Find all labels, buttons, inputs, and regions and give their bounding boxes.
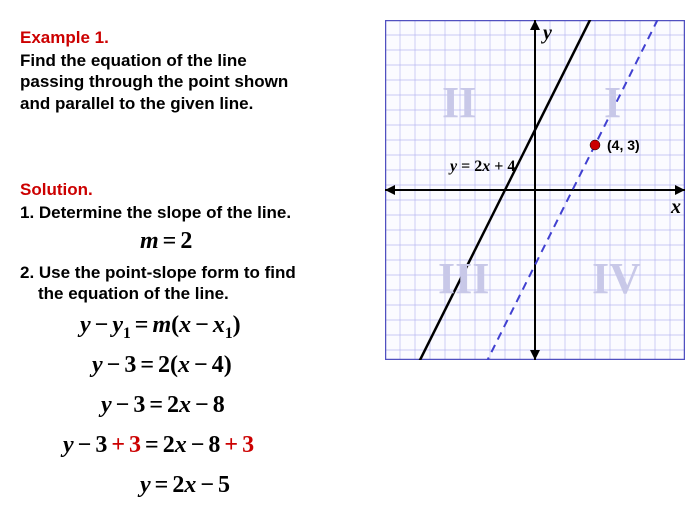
equation-3: y−3=2x−8: [101, 392, 225, 419]
problem-line-3: and parallel to the given line.: [20, 93, 288, 114]
quadrant-1-label: I: [604, 77, 621, 128]
step-2-line-2: the equation of the line.: [20, 283, 296, 304]
equation-2: y−3=2(x−4): [92, 352, 232, 379]
quadrant-2-label: II: [442, 77, 476, 128]
step-1-text: 1. Determine the slope of the line.: [20, 202, 291, 223]
given-line-equation-label: y = 2x + 4: [450, 158, 515, 176]
quadrant-3-label: III: [438, 253, 489, 304]
equation-1: y−y1=m(x−x1): [80, 312, 241, 343]
quadrant-4-label: IV: [592, 253, 641, 304]
solution-label: Solution.: [20, 180, 93, 199]
example-title: Example 1.: [20, 28, 109, 47]
problem-line-2: passing through the point shown: [20, 71, 288, 92]
coordinate-graph: II I III IV y x y = 2x + 4 (4, 3): [385, 20, 685, 360]
equation-4: y−3+3=2x−8+3: [63, 432, 254, 459]
y-axis-label: y: [543, 22, 552, 45]
equation-5: y=2x−5: [140, 472, 230, 499]
graph-svg: [385, 20, 685, 360]
slope-equation: m=2: [140, 228, 192, 255]
problem-line-1: Find the equation of the line: [20, 50, 288, 71]
point-label: (4, 3): [607, 137, 640, 153]
x-axis-label: x: [671, 196, 681, 219]
step-2-line-1: 2. Use the point-slope form to find: [20, 262, 296, 283]
